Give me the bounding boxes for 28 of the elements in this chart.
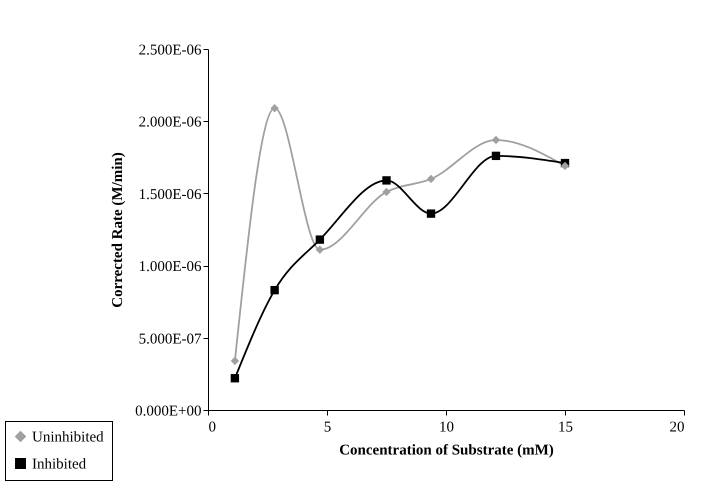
x-tick-label: 20 [670, 420, 684, 436]
x-tick-label: 0 [208, 420, 216, 436]
legend-label: Inhibited [32, 456, 87, 472]
point [316, 246, 324, 254]
x-tick-label: 15 [558, 420, 573, 436]
point [426, 174, 436, 184]
point [560, 162, 570, 170]
y-tick-label: 5.000E-07 [138, 331, 202, 348]
y-tick-label: 0.000E+00 [135, 404, 202, 420]
point [382, 188, 391, 196]
point [492, 152, 500, 160]
point [492, 136, 500, 144]
y-tick-label: 1.500E-06 [138, 186, 202, 203]
y-tick-label: 1.000E-06 [138, 259, 202, 276]
point [316, 235, 324, 244]
point [270, 104, 279, 112]
legend-label: Uninhibited [32, 430, 104, 446]
x-tick-label: 5 [324, 420, 332, 436]
y-axis-title: Corrected Rate (M/min) [110, 152, 126, 308]
x-tick-label: 10 [439, 420, 454, 436]
y-tick-label: 2.500E-06 [138, 42, 202, 58]
point [230, 374, 240, 382]
y-tick-label: 2.000E-06 [138, 114, 202, 131]
point [270, 286, 279, 294]
point [230, 356, 240, 366]
point [426, 209, 436, 218]
x-axis-title: Concentration of Substrate (mM) [339, 442, 554, 458]
point [382, 176, 391, 185]
